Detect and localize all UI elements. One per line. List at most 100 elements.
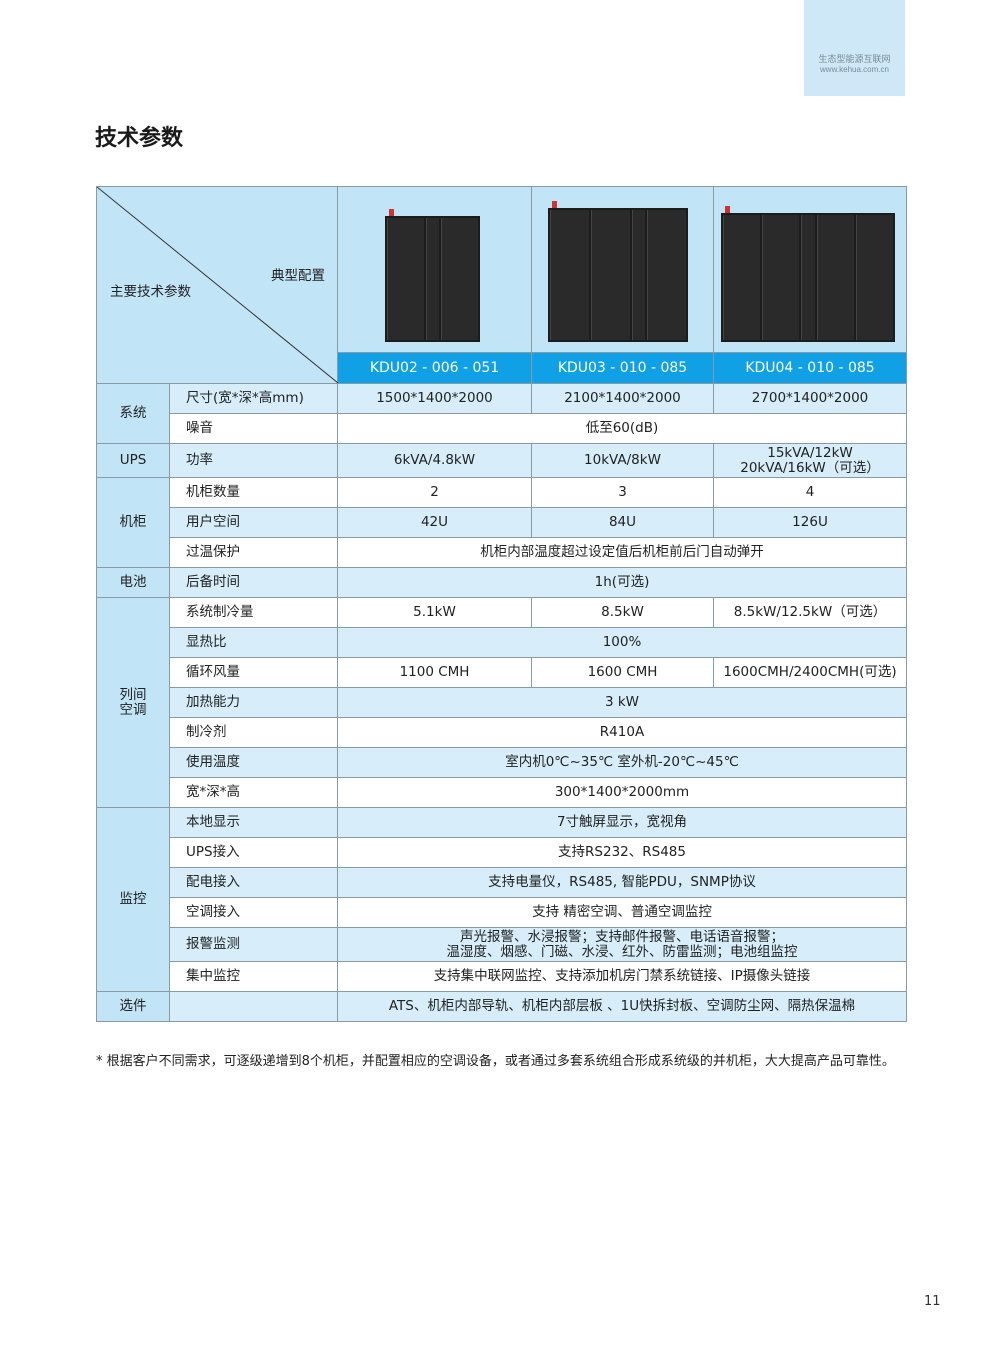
value-cell: 1500*1400*2000 [337, 383, 532, 414]
value-cell: 2100*1400*2000 [531, 383, 714, 414]
category-cell: 选件 [96, 991, 170, 1022]
value-cell: 100% [337, 627, 907, 658]
value-cell: 室内机0℃~35℃ 室外机-20℃~45℃ [337, 747, 907, 778]
value-cell: 4 [713, 477, 907, 508]
value-cell: 42U [337, 507, 532, 538]
table-row: 加热能力 3 kW [97, 687, 907, 718]
value-cell: 15kVA/12kW 20kVA/16kW（可选） [713, 443, 907, 478]
value-cell: 2700*1400*2000 [713, 383, 907, 414]
page-number: 11 [924, 1294, 941, 1309]
table-row: 列间 空调 系统制冷量 5.1kW 8.5kW 8.5kW/12.5kW（可选） [96, 597, 907, 808]
model-header: KDU02 - 006 - 051 [337, 352, 532, 384]
param-cell: 制冷剂 [169, 717, 338, 748]
table-row: 显热比 100% [97, 627, 907, 658]
category-cell: UPS [96, 443, 170, 478]
table-row: 集中监控 支持集中联网监控、支持添加机房门禁系统链接、IP摄像头链接 [97, 961, 907, 992]
value-cell: ATS、机柜内部导轨、机柜内部层板 、1U快拆封板、空调防尘网、隔热保温棉 [337, 991, 907, 1022]
category-cell: 监控 [96, 807, 170, 992]
table-row: 空调接入 支持 精密空调、普通空调监控 [97, 897, 907, 928]
value-cell: 300*1400*2000mm [337, 777, 907, 808]
table-row: 噪音 低至60(dB) [97, 413, 907, 444]
category-cell: 电池 [96, 567, 170, 598]
table-row: 宽*深*高 300*1400*2000mm [97, 777, 907, 808]
cabinet-image-2 [385, 209, 480, 342]
table-row: 配电接入 支持电量仪，RS485, 智能PDU，SNMP协议 [97, 867, 907, 898]
value-cell: 6kVA/4.8kW [337, 443, 532, 478]
param-cell: 后备时间 [169, 567, 338, 598]
param-cell: 功率 [169, 443, 338, 478]
param-cell: 噪音 [169, 413, 338, 444]
param-cell: 系统制冷量 [169, 597, 338, 628]
cabinet-image-4 [721, 206, 895, 342]
table-row: 系统 尺寸(宽*深*高mm) 1500*1400*2000 2100*1400*200… [96, 383, 907, 444]
table-row: 电池 后备时间 1h(可选) [96, 567, 907, 598]
model-header: KDU04 - 010 - 085 [713, 352, 907, 384]
category-cell: 列间 空调 [96, 597, 170, 808]
table-row: UPS 功率 6kVA/4.8kW 10kVA/8kW 15kVA/12kW 20kVA… [96, 443, 907, 478]
value-cell: 支持RS232、RS485 [337, 837, 907, 868]
value-cell: 3 kW [337, 687, 907, 718]
param-cell: 尺寸(宽*深*高mm) [169, 383, 338, 414]
product-image-cell [713, 186, 907, 353]
row-header-label: 主要技术参数 [110, 284, 191, 300]
brand-tab: 生态型能源互联网 www.kehua.com.cn [804, 0, 905, 96]
param-cell: 本地显示 [169, 807, 338, 838]
value-cell: 支持电量仪，RS485, 智能PDU，SNMP协议 [337, 867, 907, 898]
cabinet-image-3 [548, 201, 688, 342]
table-row: 机柜 机柜数量 2 3 4 [96, 477, 907, 568]
model-header: KDU03 - 010 - 085 [531, 352, 714, 384]
table-row: 过温保护 机柜内部温度超过设定值后机柜前后门自动弹开 [97, 537, 907, 568]
value-cell: 机柜内部温度超过设定值后机柜前后门自动弹开 [337, 537, 907, 568]
table-row: 使用温度 室内机0℃~35℃ 室外机-20℃~45℃ [97, 747, 907, 778]
category-cell: 系统 [96, 383, 170, 444]
footnote: * 根据客户不同需求，可逐级递增到8个机柜，并配置相应的空调设备，或者通过多套系… [96, 1054, 895, 1069]
table-row: 报警监测 声光报警、水浸报警；支持邮件报警、电话语音报警； 温湿度、烟感、门磁、水… [97, 927, 907, 962]
category-cell: 机柜 [96, 477, 170, 568]
spec-table: 主要技术参数 典型配置 KDU02 - 006 - 051 KDU03 - 01… [96, 186, 907, 1022]
header-corner-cell: 主要技术参数 典型配置 [96, 186, 338, 384]
table-row: 用户空间 42U 84U 126U [97, 507, 907, 538]
value-cell: 1100 CMH [337, 657, 532, 688]
value-cell: 8.5kW [531, 597, 714, 628]
param-cell: 用户空间 [169, 507, 338, 538]
param-cell: UPS接入 [169, 837, 338, 868]
value-cell: 126U [713, 507, 907, 538]
value-cell: 声光报警、水浸报警；支持邮件报警、电话语音报警； 温湿度、烟感、门磁、水浸、红外… [337, 927, 907, 962]
param-cell: 集中监控 [169, 961, 338, 992]
value-cell: 10kVA/8kW [531, 443, 714, 478]
value-cell: 1h(可选) [337, 567, 907, 598]
param-cell: 配电接入 [169, 867, 338, 898]
brand-url: www.kehua.com.cn [820, 65, 889, 74]
param-cell: 机柜数量 [169, 477, 338, 508]
table-row: 制冷剂 R410A [97, 717, 907, 748]
value-cell: 7寸触屏显示，宽视角 [337, 807, 907, 838]
param-cell: 使用温度 [169, 747, 338, 778]
value-cell: 3 [531, 477, 714, 508]
table-row: 循环风量 1100 CMH 1600 CMH 1600CMH/2400CMH(可选) [97, 657, 907, 688]
value-cell: 84U [531, 507, 714, 538]
param-cell: 宽*深*高 [169, 777, 338, 808]
table-row: UPS接入 支持RS232、RS485 [97, 837, 907, 868]
value-cell: 5.1kW [337, 597, 532, 628]
param-cell: 显热比 [169, 627, 338, 658]
product-image-cell [531, 186, 714, 353]
diagonal-line [97, 187, 338, 383]
product-image-cell [337, 186, 532, 353]
value-cell: 8.5kW/12.5kW（可选） [713, 597, 907, 628]
value-cell: 低至60(dB) [337, 413, 907, 444]
param-cell [169, 991, 338, 1022]
param-cell: 循环风量 [169, 657, 338, 688]
value-cell: 支持 精密空调、普通空调监控 [337, 897, 907, 928]
value-cell: 1600CMH/2400CMH(可选) [713, 657, 907, 688]
value-cell: 2 [337, 477, 532, 508]
table-row: 监控 本地显示 7寸触屏显示，宽视角 [96, 807, 907, 992]
param-cell: 加热能力 [169, 687, 338, 718]
value-cell: 支持集中联网监控、支持添加机房门禁系统链接、IP摄像头链接 [337, 961, 907, 992]
param-cell: 空调接入 [169, 897, 338, 928]
table-row: 选件 ATS、机柜内部导轨、机柜内部层板 、1U快拆封板、空调防尘网、隔热保温棉 [96, 991, 907, 1022]
param-cell: 报警监测 [169, 927, 338, 962]
value-cell: R410A [337, 717, 907, 748]
column-header-label: 典型配置 [271, 268, 325, 284]
page-title: 技术参数 [95, 126, 184, 151]
param-cell: 过温保护 [169, 537, 338, 568]
